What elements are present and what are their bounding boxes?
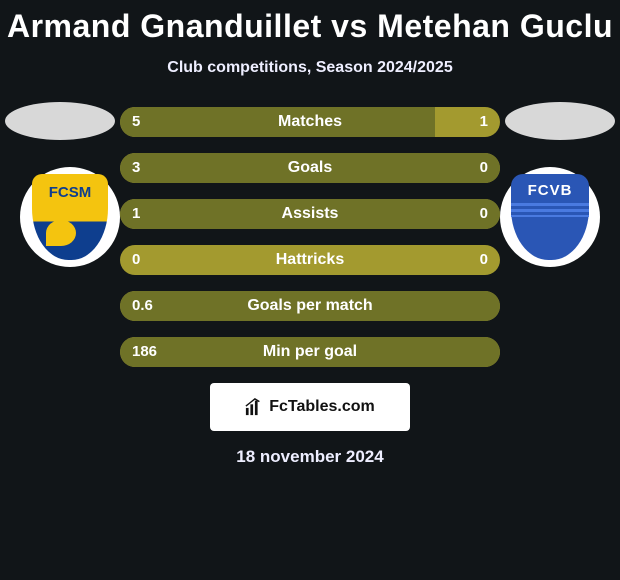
badge-stripes-icon xyxy=(511,203,589,217)
stat-label: Min per goal xyxy=(120,337,500,367)
page-title: Armand Gnanduillet vs Metehan Guclu xyxy=(0,0,620,45)
club-badge-left-label: FCSM xyxy=(32,174,108,260)
stat-right-value: 0 xyxy=(480,245,488,275)
stat-row: 0.6Goals per match xyxy=(120,291,500,321)
attribution-text: FcTables.com xyxy=(269,398,375,416)
stat-label: Assists xyxy=(120,199,500,229)
stat-right-value: 0 xyxy=(480,199,488,229)
chart-icon xyxy=(245,398,263,416)
stat-row: 5Matches1 xyxy=(120,107,500,137)
stat-label: Matches xyxy=(120,107,500,137)
player-photo-left-placeholder xyxy=(5,102,115,140)
shield-icon: FCSM xyxy=(20,167,120,267)
player-photo-right-placeholder xyxy=(505,102,615,140)
stat-right-value: 1 xyxy=(480,107,488,137)
stat-label: Goals per match xyxy=(120,291,500,321)
stat-row: 1Assists0 xyxy=(120,199,500,229)
stat-label: Hattricks xyxy=(120,245,500,275)
stat-right-value: 0 xyxy=(480,153,488,183)
club-badge-left: FCSM xyxy=(20,167,120,267)
stats-area: FCSM FCVB 5Matches13Goals01Assists00Hatt… xyxy=(0,107,620,367)
shield-icon: FCVB xyxy=(500,167,600,267)
club-badge-right-label: FCVB xyxy=(528,182,573,199)
attribution-badge: FcTables.com xyxy=(210,383,410,431)
comparison-card: Armand Gnanduillet vs Metehan Guclu Club… xyxy=(0,0,620,580)
stat-label: Goals xyxy=(120,153,500,183)
stat-row: 3Goals0 xyxy=(120,153,500,183)
stat-rows: 5Matches13Goals01Assists00Hattricks00.6G… xyxy=(120,107,500,367)
date-text: 18 november 2024 xyxy=(0,447,620,467)
club-badge-right: FCVB xyxy=(500,167,600,267)
subtitle: Club competitions, Season 2024/2025 xyxy=(0,59,620,77)
stat-row: 186Min per goal xyxy=(120,337,500,367)
stat-row: 0Hattricks0 xyxy=(120,245,500,275)
